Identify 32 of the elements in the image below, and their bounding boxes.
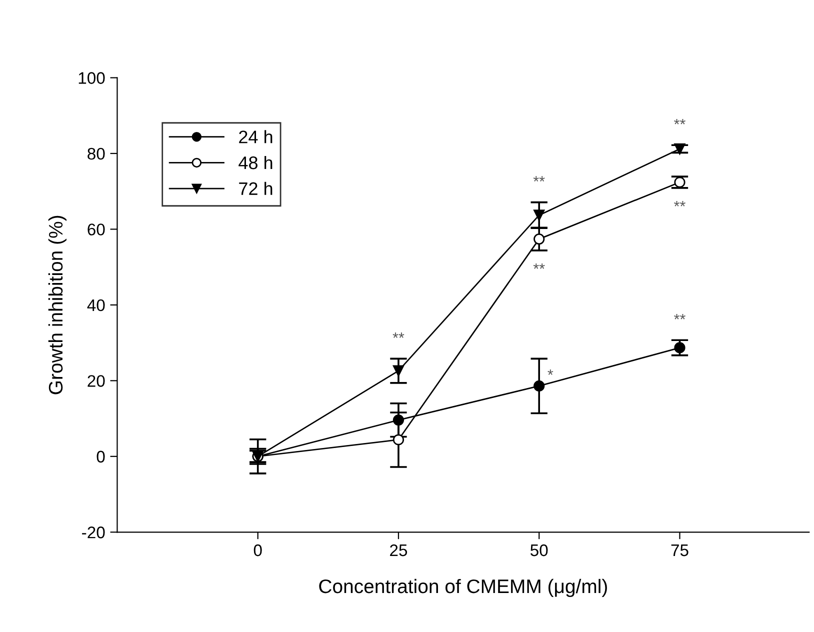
point <box>392 434 404 446</box>
y-tick-label: -20 <box>82 526 105 538</box>
annotation: ** <box>674 200 686 206</box>
y-tick-label: 20 <box>88 375 105 387</box>
legend-label: 48 h <box>238 156 272 170</box>
y-tick-label: 100 <box>78 72 105 84</box>
x-tick-label: 25 <box>390 544 408 556</box>
y-tick-label: 40 <box>87 299 105 312</box>
annotation: ** <box>674 118 686 124</box>
point <box>674 143 686 154</box>
point <box>674 342 686 354</box>
annotation: ** <box>533 263 545 269</box>
legend-label: 24 h <box>239 130 272 144</box>
annotation: ** <box>392 332 404 338</box>
point <box>674 176 686 188</box>
y-axis-title: Growth inhibition (%) <box>48 216 66 394</box>
y-tick-label: 80 <box>88 148 105 160</box>
annotation: ** <box>533 176 545 182</box>
x-axis-title: Concentration of CMEMM (μg/ml) <box>319 578 607 598</box>
point <box>392 414 404 426</box>
point <box>534 210 545 221</box>
point <box>534 380 545 392</box>
point <box>534 233 545 245</box>
x-tick-label: 50 <box>530 544 548 556</box>
x-tick-label: 0 <box>254 544 262 556</box>
legend-label: 72 h <box>239 182 272 195</box>
x-tick-label: 75 <box>671 544 688 556</box>
point <box>392 365 404 376</box>
annotation: * <box>548 370 554 375</box>
y-tick-label: 0 <box>96 450 105 463</box>
annotation: ** <box>674 314 686 320</box>
y-tick-label: 60 <box>88 224 105 236</box>
